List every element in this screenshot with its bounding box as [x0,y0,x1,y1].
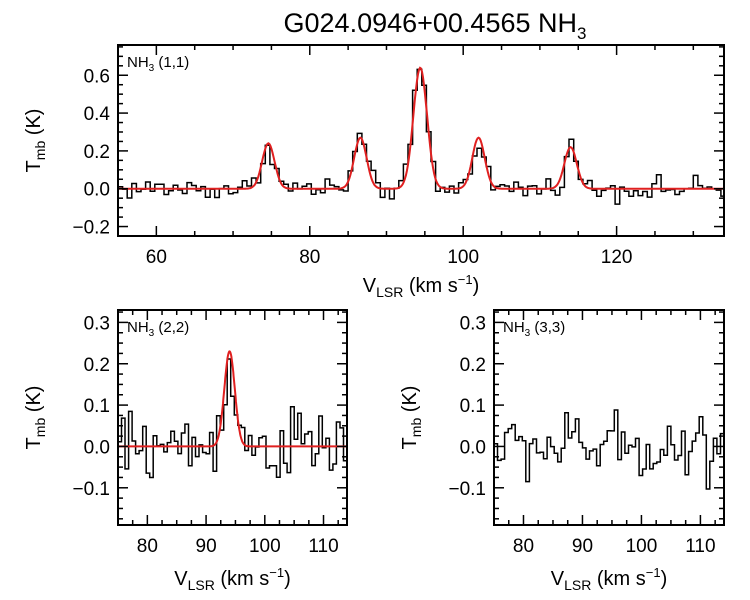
panel-nh3-1-1: 60 80 100 120 −0.2 0.0 0.2 0.4 0.6 NH3 (1,1) VLSR … [23,44,725,300]
x-tick-label: 100 [447,247,479,268]
x-tick-label: 60 [146,247,167,268]
panel-label: NH3 (3,3) [503,319,565,339]
x-tick-label: 90 [572,536,593,557]
x-tick-label: 90 [196,536,217,557]
spectrum-line [118,358,347,479]
x-tick-label: 120 [601,247,633,268]
x-tick-label: 80 [137,536,158,557]
x-axis-label: VLSR (km s−1) [363,272,480,300]
panel-nh3-3-3: 80 90 100 110 −0.1 0.0 0.1 0.2 0.3 NH3 (3,3) VLSR … [399,309,725,593]
fit-curve [118,350,347,448]
plot-frame [493,309,725,526]
panel-label: NH3 (2,2) [127,319,189,339]
x-tick-label: 100 [626,536,658,557]
y-tick-label: 0.1 [460,396,486,417]
y-tick-label: 0.2 [84,142,110,163]
x-tick-label: 110 [685,536,715,557]
panel-nh3-2-2: 80 90 100 110 −0.1 0.0 0.1 0.2 0.3 NH3 (2,2) VLSR … [23,309,348,593]
chart-title: G024.0946+00.4565 NH3 [284,8,587,43]
y-tick-label: 0.4 [84,104,111,125]
y-axis-label: Tmb (K) [399,386,424,450]
chart-title-main: G024.0946+00.4565 NH [284,8,577,38]
x-tick-label: 100 [249,536,281,557]
y-tick-label: 0.0 [460,437,486,458]
y-tick-label: 0.3 [460,313,486,334]
y-tick-label: −0.1 [72,479,110,500]
x-tick-label: 110 [308,536,338,557]
y-axis-label: Tmb (K) [23,386,48,450]
y-tick-label: 0.1 [84,396,110,417]
y-axis-label: Tmb (K) [23,109,48,173]
y-tick-label: 0.0 [84,437,110,458]
plot-frame [117,44,725,237]
x-axis-label: VLSR (km s−1) [551,565,668,593]
y-tick-label: 0.2 [84,355,110,376]
spectrum-line [494,409,724,490]
x-tick-label: 80 [513,536,534,557]
y-tick-label: 0.2 [460,355,486,376]
x-tick-label: 80 [299,247,320,268]
y-tick-label: 0.3 [84,313,110,334]
y-tick-label: 0.6 [84,66,110,87]
fit-curve [118,66,724,190]
chart-title-subscript: 3 [577,24,586,43]
plot-frame [117,309,348,526]
y-tick-label: 0.0 [84,180,110,201]
panel-label: NH3 (1,1) [127,54,189,74]
y-tick-label: −0.2 [72,218,110,239]
x-axis-label: VLSR (km s−1) [174,565,291,593]
y-tick-label: −0.1 [448,479,486,500]
